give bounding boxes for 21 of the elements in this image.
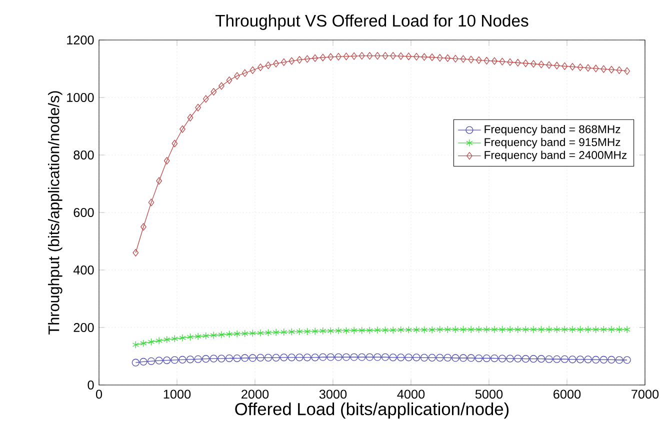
y-tick-label: 600: [74, 208, 94, 217]
y-tick-label: 1200: [67, 36, 94, 44]
y-tick-label: 1000: [67, 93, 94, 102]
y-axis-title: Throughput (bits/application/node/s): [48, 91, 62, 334]
y-tick-label: 200: [74, 323, 94, 332]
y-tick-label: 400: [73, 266, 94, 274]
y-tick-label: 800: [74, 150, 94, 160]
y-tick-label: 0: [88, 380, 94, 390]
x-tick-label: 1000: [164, 390, 191, 399]
legend-label: Frequency band = 915MHz: [484, 138, 620, 148]
legend-label: Frequency band = 2400MHz: [484, 150, 627, 162]
x-tick-label: 0: [96, 390, 102, 399]
x-tick-label: 4000: [397, 390, 425, 399]
x-tick-label: 5000: [475, 390, 503, 399]
x-tick-label: 2000: [242, 390, 269, 399]
chart-title: Throughput VS Offered Load for 10 Nodes: [215, 14, 528, 30]
x-axis-title: Offered Load (bits/application/node): [235, 402, 509, 419]
x-tick-label: 6000: [554, 390, 581, 399]
x-tick-label: 7000: [632, 390, 659, 399]
legend-label: Frequency band = 868MHz: [484, 124, 620, 136]
x-tick-label: 3000: [319, 390, 347, 399]
